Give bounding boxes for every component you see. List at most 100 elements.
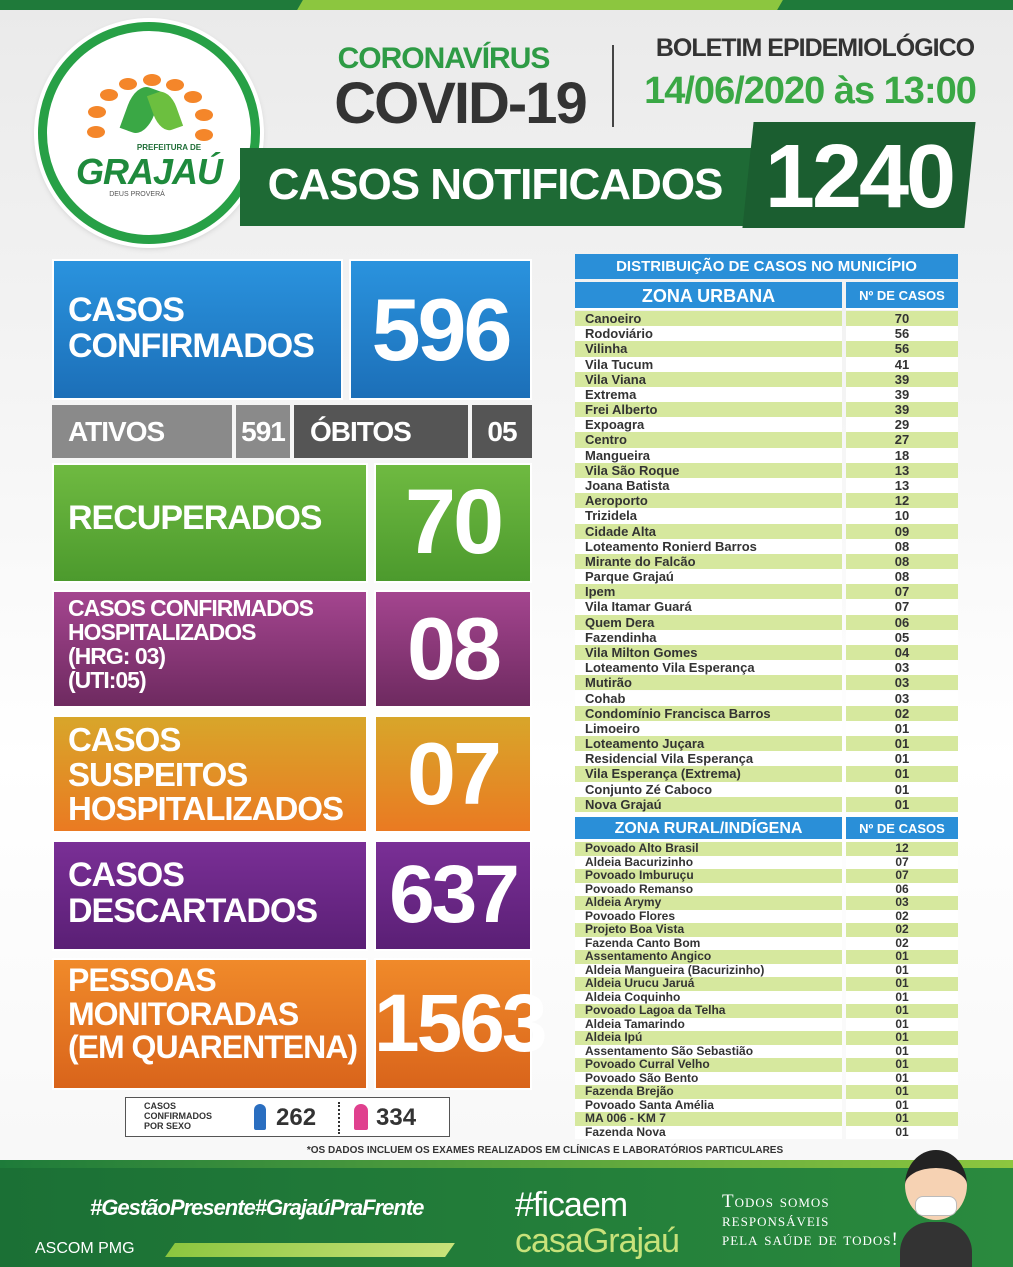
table-row-count: 01: [846, 751, 958, 767]
table-row-count: 01: [846, 1003, 958, 1018]
stat-label-box: RECUPERADOS: [52, 463, 368, 583]
table-row-count: 04: [846, 644, 958, 661]
table-row-name: Aldeia Ipú: [575, 1031, 842, 1045]
status-value: 591: [236, 405, 290, 458]
table-row-count: 27: [846, 432, 958, 448]
table-row-name: Conjunto Zé Caboco: [575, 781, 842, 797]
table-row-count: 01: [846, 1030, 958, 1045]
table-row-name: Aldeia Arymy: [575, 896, 842, 910]
table-row-name: Povoado Remanso: [575, 882, 842, 896]
logo-petal: [184, 91, 203, 104]
table-row-name: Canoeiro: [575, 311, 842, 327]
table-row-count: 39: [846, 371, 958, 387]
table-row-count: 10: [846, 508, 958, 524]
table-row-name: Cidade Alta: [575, 523, 842, 539]
table-row-name: MA 006 - KM 7: [575, 1112, 842, 1126]
table-row-name: Joana Batista: [575, 477, 842, 494]
table-row-name: Frei Alberto: [575, 402, 842, 418]
table-row-name: Loteamento Vila Esperança: [575, 660, 842, 676]
table-row-count: 03: [846, 895, 958, 910]
table-row-name: Fazenda Nova: [575, 1125, 842, 1139]
table-row-count: 05: [846, 629, 958, 645]
table-row-count: 01: [846, 990, 958, 1004]
table-row-name: Parque Grajaú: [575, 569, 842, 585]
table-row-count: 03: [846, 675, 958, 691]
table-row-name: Povoado Curral Velho: [575, 1058, 842, 1072]
sex-label-line: CONFIRMADOS: [144, 1111, 212, 1121]
male-icon: [254, 1104, 266, 1130]
stat-value: 596: [371, 279, 513, 379]
stat-label: (HRG: 03): [68, 643, 166, 670]
table-row-count: 03: [846, 690, 958, 706]
table-row-count: 01: [846, 1044, 958, 1058]
stat-label-box: CASOS DESCARTADOS: [52, 840, 368, 951]
stat-value-box: [374, 590, 532, 708]
stat-label-box: PESSOAS MONITORADAS (EM QUARENTENA): [52, 958, 368, 1090]
table-row-name: Mangueira: [575, 447, 842, 463]
table-row-count: 39: [846, 386, 958, 403]
stat-label-box: CASOS CONFIRMADOS: [52, 259, 343, 400]
table-row-count: 01: [846, 796, 958, 812]
stat-label: (UTI:05): [68, 667, 147, 694]
logo: PREFEITURA DE GRAJAÚ DEUS PROVERÁ: [38, 22, 260, 244]
table-row-count: 01: [846, 1098, 958, 1112]
table-row-count: 01: [846, 949, 958, 964]
table-row-name: Povoado Flores: [575, 909, 842, 923]
footer-bar: [165, 1243, 455, 1257]
table-row-count: 56: [846, 326, 958, 342]
table-row-name: Povoado Lagoa da Telha: [575, 1004, 842, 1018]
footnote: *OS DADOS INCLUEM OS EXAMES REALIZADOS E…: [306, 1145, 784, 1156]
table-row-name: Vila Tucum: [575, 356, 842, 372]
mascot-mask: [915, 1196, 957, 1216]
table-row-count: 12: [846, 493, 958, 509]
table-row-count: 01: [846, 1084, 958, 1099]
table-row-name: Povoado São Bento: [575, 1071, 842, 1085]
table-row-name: Povoado Alto Brasil: [575, 842, 842, 856]
stat-label: CASOS: [68, 721, 181, 758]
table-title: DISTRIBUIÇÃO DE CASOS NO MUNICÍPIO: [575, 254, 958, 279]
sex-box: CASOS CONFIRMADOS POR SEXO 262 334: [125, 1097, 450, 1137]
status-label: ÓBITOS: [294, 405, 468, 458]
banner-label: CASOS NOTIFICADOS: [267, 160, 724, 209]
stat-value: 1563: [374, 977, 547, 1069]
table-row-name: Assentamento São Sebastião: [575, 1044, 842, 1058]
table-row-count: 18: [846, 447, 958, 463]
stat-value: 08: [407, 599, 502, 699]
stat-value-box: [374, 958, 532, 1090]
banner: [240, 148, 760, 226]
campaign-bottom: casaGrajaú: [515, 1222, 680, 1260]
table-row-name: Ipem: [575, 584, 842, 600]
table-row-count: 08: [846, 553, 958, 570]
table-row-name: Projeto Boa Vista: [575, 923, 842, 937]
table-row-name: Aldeia Tamarindo: [575, 1017, 842, 1031]
logo-petal: [86, 126, 105, 139]
table-row-name: Fazenda Canto Bom: [575, 936, 842, 950]
table-row-count: 13: [846, 462, 958, 478]
table-row-count: 03: [846, 660, 958, 676]
table-row-name: Vila Milton Gomes: [575, 644, 842, 661]
stat-label: CASOS CONFIRMADOS: [68, 595, 314, 621]
table-row-name: Expoagra: [575, 417, 842, 433]
kicker: CORONAVÍRUS: [337, 42, 551, 75]
logo-top: PREFEITURA DE: [136, 143, 202, 152]
table-row-name: Loteamento Ronierd Barros: [575, 538, 842, 554]
status-value: 05: [472, 405, 532, 458]
top-stripe: [297, 0, 783, 10]
table-row-name: Trizidela: [575, 508, 842, 524]
stat-value-box: [374, 715, 532, 833]
stat-label-box: CASOS SUSPEITOS HOSPITALIZADOS: [52, 715, 368, 833]
table-row-name: Aldeia Coquinho: [575, 990, 842, 1004]
table-row-name: Loteamento Juçara: [575, 736, 842, 752]
stat-value-box: [349, 259, 532, 400]
slogan-line: responsáveis: [722, 1210, 830, 1231]
table-row-count: 07: [846, 868, 958, 883]
table-row-name: Centro: [575, 432, 842, 448]
stat-label: SUSPEITOS: [68, 755, 248, 793]
slogan-line: pela saúde de todos!: [722, 1229, 899, 1250]
table-row-count: 08: [846, 569, 958, 585]
table-row-count: 56: [846, 341, 958, 357]
table-row-count: 01: [846, 720, 958, 737]
table-row-count: 08: [846, 538, 958, 554]
table-row-name: Aeroporto: [575, 493, 842, 509]
stat-label: PESSOAS: [68, 962, 217, 998]
